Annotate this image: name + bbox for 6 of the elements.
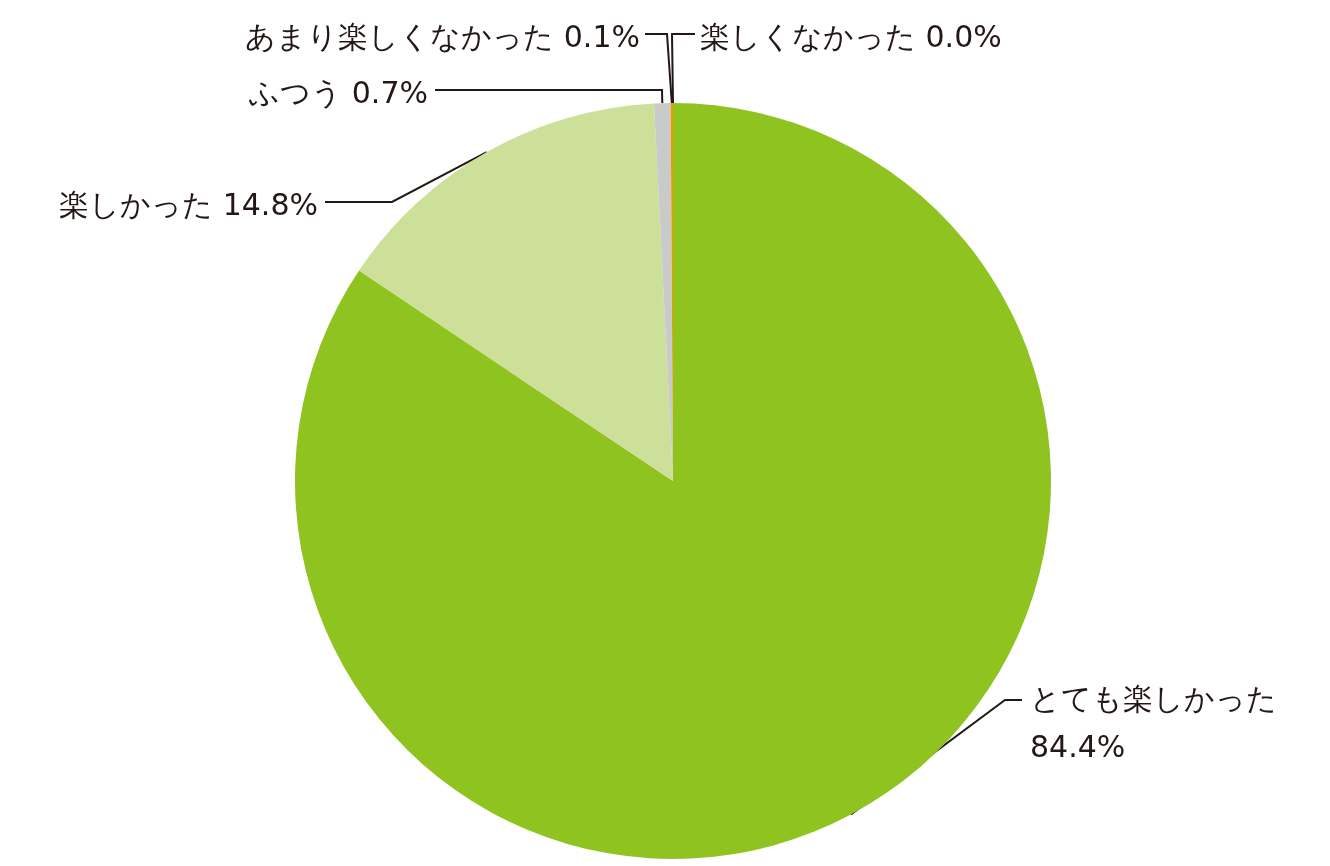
slice-label: ふつう 0.7% (248, 74, 428, 110)
slice-label: あまり楽しくなかった 0.1% (245, 18, 640, 54)
slice-label: 楽しかった 14.8% (59, 186, 318, 222)
slice-label: とても楽しかった (1030, 680, 1277, 716)
data-label: 84.4% (1030, 728, 1126, 764)
category-label: 楽しくなかった 0.0% (700, 18, 1002, 54)
